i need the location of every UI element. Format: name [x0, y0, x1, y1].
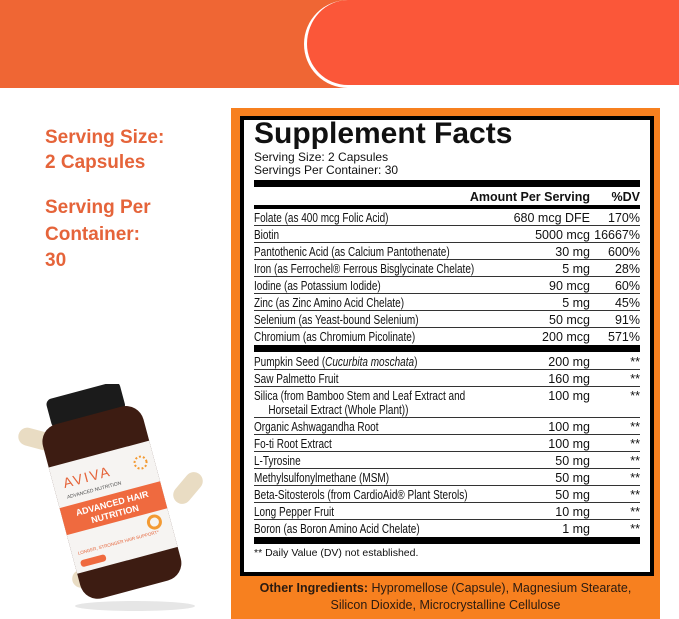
- ingredient-dv: **: [630, 521, 640, 536]
- other-ingredients-label: Other Ingredients:: [259, 581, 369, 595]
- ingredient-amount: 50 mg: [555, 487, 590, 502]
- serving-size-label: Serving Size:: [45, 127, 165, 148]
- ingredient-dv: **: [630, 436, 640, 451]
- ingredient-dv: 170%: [608, 210, 640, 225]
- ingredient-amount: 100 mg: [548, 419, 590, 434]
- table-row: Saw Palmetto Fruit 160 mg **: [254, 370, 640, 387]
- ingredient-dv: **: [630, 470, 640, 485]
- table-row: L-Tyrosine 50 mg **: [254, 452, 640, 469]
- ingredient-name: Saw Palmetto Fruit: [254, 371, 339, 386]
- ingredient-amount: 200 mcg: [542, 329, 590, 344]
- table-row: Organic Ashwagandha Root 100 mg **: [254, 418, 640, 435]
- ingredient-amount: 90 mcg: [549, 278, 590, 293]
- table-row: Iron (as Ferrochel® Ferrous Bisglycinate…: [254, 260, 640, 277]
- ingredient-amount: 50 mcg: [549, 312, 590, 327]
- table-row: Pantothenic Acid (as Calcium Pantothenat…: [254, 243, 640, 260]
- top-banner-accent: [304, 0, 679, 88]
- table-row: Silica (from Bamboo Stem and Leaf Extrac…: [254, 387, 640, 418]
- ingredient-dv: 600%: [608, 244, 640, 259]
- ingredient-amount: 100 mg: [548, 436, 590, 451]
- facts-serving-size: Serving Size: 2 Capsules: [254, 150, 389, 164]
- ingredient-amount: 1 mg: [562, 521, 590, 536]
- footnote: ** Daily Value (DV) not established.: [254, 547, 419, 559]
- table-row: Chromium (as Chromium Picolinate) 200 mcg…: [254, 328, 640, 344]
- ingredient-amount: 50 mg: [555, 453, 590, 468]
- ingredient-name: Selenium (as Yeast-bound Selenium): [254, 312, 419, 327]
- table-row: Methylsulfonylmethane (MSM) 50 mg **: [254, 469, 640, 486]
- ingredient-dv: 60%: [614, 278, 640, 293]
- other-ingredients-line1: Hypromellose (Capsule), Magnesium Steara…: [368, 581, 632, 595]
- table-row: Folate (as 400 mcg Folic Acid) 680 mcg DF…: [254, 209, 640, 226]
- table-row: Biotin 5000 mcg 16667%: [254, 226, 640, 243]
- ingredient-name: Fo-ti Root Extract: [254, 436, 332, 451]
- table-row: Selenium (as Yeast-bound Selenium) 50 mcg…: [254, 311, 640, 328]
- ingredient-dv: 91%: [614, 312, 640, 327]
- ingredient-amount: 5 mg: [562, 295, 590, 310]
- serving-size-value: 2 Capsules: [45, 152, 146, 173]
- ingredient-dv: **: [630, 453, 640, 468]
- ingredient-name: Boron (as Boron Amino Acid Chelate): [254, 521, 420, 536]
- ingredient-amount: 30 mg: [555, 244, 590, 259]
- facts-title: Supplement Facts: [254, 117, 513, 150]
- divider-thick: [254, 180, 640, 187]
- table-row: Pumpkin Seed (Cucurbita moschata) 200 mg…: [254, 353, 640, 370]
- ingredient-dv: **: [630, 504, 640, 519]
- ingredient-name: Folate (as 400 mcg Folic Acid): [254, 210, 389, 225]
- table-row: Fo-ti Root Extract 100 mg **: [254, 435, 640, 452]
- ingredient-name: Organic Ashwagandha Root: [254, 419, 379, 434]
- ingredient-dv: 16667%: [594, 227, 640, 242]
- ingredient-name: Zinc (as Zinc Amino Acid Chelate): [254, 295, 405, 310]
- header-dv: %DV: [611, 190, 640, 204]
- ingredient-name: Long Pepper Fruit: [254, 504, 335, 519]
- divider-thick: [254, 537, 640, 544]
- other-ingredients-line2: Silicon Dioxide, Microcrystalline Cellul…: [330, 598, 561, 612]
- ingredient-amount: 10 mg: [555, 504, 590, 519]
- ingredient-name: Methylsulfonylmethane (MSM): [254, 470, 390, 485]
- ingredient-name: Pumpkin Seed (Cucurbita moschata): [254, 354, 418, 369]
- ingredient-dv: 28%: [614, 261, 640, 276]
- facts-servings-per-container: Servings Per Container: 30: [254, 163, 399, 177]
- header-amount: Amount Per Serving: [469, 190, 590, 204]
- ingredient-dv: **: [630, 487, 640, 502]
- product-bottle-image: AVIVA ADVANCED NUTRITION ADVANCED HAIR N…: [10, 381, 230, 614]
- ingredient-name: L-Tyrosine: [254, 453, 301, 468]
- table-row: Zinc (as Zinc Amino Acid Chelate) 5 mg 45%: [254, 294, 640, 311]
- table-row: Boron (as Boron Amino Acid Chelate) 1 mg *…: [254, 520, 640, 536]
- table-header: Amount Per Serving %DV: [254, 189, 640, 205]
- ingredient-dv: **: [630, 354, 640, 369]
- table-row: Iodine (as Potassium Iodide) 90 mcg 60%: [254, 277, 640, 294]
- ingredient-dv: **: [630, 371, 640, 386]
- ingredient-name: Iron (as Ferrochel® Ferrous Bisglycinate…: [254, 261, 475, 276]
- ingredient-dv: **: [630, 388, 640, 403]
- ingredient-amount: 160 mg: [548, 371, 590, 386]
- other-ingredients: Other Ingredients: Hypromellose (Capsule…: [231, 580, 660, 614]
- ingredient-amount: 5000 mcg: [535, 227, 590, 242]
- divider-thick: [254, 345, 640, 352]
- servings-label-1: Serving Per: [45, 197, 151, 218]
- servings-value: 30: [45, 250, 67, 271]
- table-row: Beta-Sitosterols (from CardioAid® Plant …: [254, 486, 640, 503]
- ingredient-name: Biotin: [254, 227, 280, 242]
- vitamins-table: Folate (as 400 mcg Folic Acid) 680 mcg DF…: [254, 209, 640, 344]
- ingredient-amount: 100 mg: [548, 388, 590, 403]
- ingredient-dv: **: [630, 419, 640, 434]
- ingredient-name: Silica (from Bamboo Stem and Leaf Extrac…: [254, 388, 466, 417]
- ingredient-name: Pantothenic Acid (as Calcium Pantothenat…: [254, 244, 450, 259]
- ingredient-amount: 50 mg: [555, 470, 590, 485]
- ingredient-amount: 680 mcg DFE: [513, 210, 590, 225]
- supplement-facts-label: Supplement Facts Serving Size: 2 Capsule…: [240, 116, 654, 576]
- sun-logo-icon: [133, 455, 148, 470]
- divider: [254, 205, 640, 209]
- servings-label-2: Container:: [45, 224, 140, 245]
- table-row: Long Pepper Fruit 10 mg **: [254, 503, 640, 520]
- ingredient-amount: 200 mg: [548, 354, 590, 369]
- botanicals-table: Pumpkin Seed (Cucurbita moschata) 200 mg…: [254, 353, 640, 536]
- ingredient-name: Chromium (as Chromium Picolinate): [254, 329, 416, 344]
- ingredient-dv: 45%: [614, 295, 640, 310]
- ingredient-name: Iodine (as Potassium Iodide): [254, 278, 381, 293]
- ingredient-amount: 5 mg: [562, 261, 590, 276]
- ingredient-name: Beta-Sitosterols (from CardioAid® Plant …: [254, 487, 468, 502]
- ingredient-dv: 571%: [608, 329, 640, 344]
